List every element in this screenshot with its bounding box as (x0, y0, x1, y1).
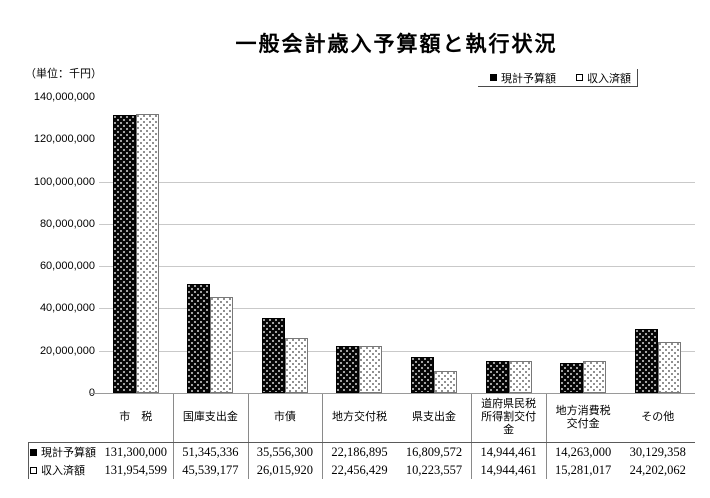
legend-item-received: 収入済額 (576, 70, 631, 86)
bar-series2-cat1 (210, 296, 234, 393)
bar-series1-cat0 (112, 115, 136, 393)
category-label-7: その他 (641, 411, 675, 423)
gridline-2 (98, 266, 695, 268)
table-cell-r1-c7: 24,202,062 (629, 463, 686, 477)
filled-square-icon (30, 448, 37, 456)
bar-series2-cat4 (434, 371, 458, 393)
table-cell-r0-c7: 30,129,358 (629, 445, 686, 459)
category-label-1: 国庫支出金 (182, 411, 238, 423)
category-label-5: 道府県民税 所得割交付 金 (481, 398, 537, 436)
table-cell-r1-c6: 15,281,017 (555, 463, 612, 477)
table-cell-r1-c0: 131,954,599 (104, 463, 168, 477)
y-axis-tick-label: 20,000,000 (39, 344, 95, 357)
y-axis-tick-label: 80,000,000 (39, 217, 95, 230)
gridline-1 (98, 308, 695, 310)
legend-label-received: 収入済額 (587, 72, 631, 85)
legend-item-budget: 現計予算額 (490, 70, 556, 86)
y-axis-tick-label: 0 (23, 387, 95, 400)
x-axis-line (89, 393, 695, 394)
table-cell-r0-c4: 16,809,572 (405, 445, 463, 459)
table-cell-r1-c2: 26,015,920 (256, 463, 314, 477)
table-cell-r0-c3: 22,186,895 (331, 445, 388, 459)
table-column-separator (173, 394, 175, 479)
bar-series1-cat4 (411, 357, 435, 393)
y-axis-tick-label: 140,000,000 (33, 91, 95, 103)
table-cell-r0-c6: 14,263,000 (555, 445, 612, 459)
open-square-icon (576, 74, 583, 81)
table-column-separator (545, 394, 547, 479)
open-square-icon (30, 466, 37, 474)
bar-series2-cat0 (135, 114, 159, 393)
series-name-label: 現計予算額 (41, 447, 96, 459)
category-label-2: 市債 (273, 411, 296, 423)
table-row-label-1: 収入済額 (30, 461, 85, 479)
legend: 現計予算額 収入済額 (478, 69, 638, 87)
y-axis-tick-label: 40,000,000 (39, 302, 95, 315)
category-label-3: 地方交付税 (331, 411, 387, 423)
table-cell-r0-c1: 51,345,336 (182, 445, 239, 459)
gridline-3 (98, 223, 695, 225)
series-name-label: 収入済額 (41, 465, 85, 477)
unit-label: （単位：千円） (25, 68, 102, 80)
bar-series2-cat7 (657, 341, 681, 393)
chart-title: 一般会計歳入予算額と執行状況 (235, 33, 558, 56)
bar-series1-cat7 (634, 329, 658, 393)
table-column-separator (322, 394, 324, 479)
bar-series1-cat1 (187, 284, 211, 393)
y-axis-tick-label: 100,000,000 (33, 175, 95, 188)
bar-series1-cat5 (485, 361, 509, 393)
category-label-6: 地方消費税 交付金 (555, 404, 611, 430)
gridline-4 (98, 181, 695, 183)
gridline-0 (98, 350, 695, 352)
bar-series2-cat5 (508, 361, 532, 393)
bar-series1-cat3 (336, 346, 360, 393)
table-cell-r0-c5: 14,944,461 (480, 445, 537, 459)
table-cell-r0-c0: 131,300,000 (104, 445, 168, 459)
bar-series1-cat2 (261, 317, 285, 393)
category-label-4: 県支出金 (412, 411, 457, 423)
table-row-label-0: 現計予算額 (30, 443, 96, 461)
table-cell-r1-c5: 14,944,461 (480, 463, 537, 477)
table-cell-r1-c4: 10,223,557 (405, 463, 463, 477)
filled-square-icon (490, 74, 497, 81)
table-header-rule (28, 442, 695, 443)
bar-series2-cat3 (359, 345, 383, 393)
table-cell-r0-c2: 35,556,300 (256, 445, 314, 459)
table-cell-r1-c3: 22,456,429 (331, 463, 388, 477)
bar-series2-cat6 (583, 360, 607, 393)
table-column-separator (247, 394, 249, 479)
table-cell-r1-c1: 45,539,177 (182, 463, 239, 477)
y-axis-tick-label: 120,000,000 (33, 133, 95, 146)
y-axis-tick-label: 60,000,000 (39, 260, 95, 273)
bar-series1-cat6 (560, 362, 584, 393)
legend-label-budget: 現計予算額 (501, 72, 556, 85)
bar-series2-cat2 (284, 337, 308, 393)
category-label-0: 市 税 (119, 411, 153, 423)
table-column-separator (471, 394, 473, 479)
table-left-border (28, 442, 29, 479)
